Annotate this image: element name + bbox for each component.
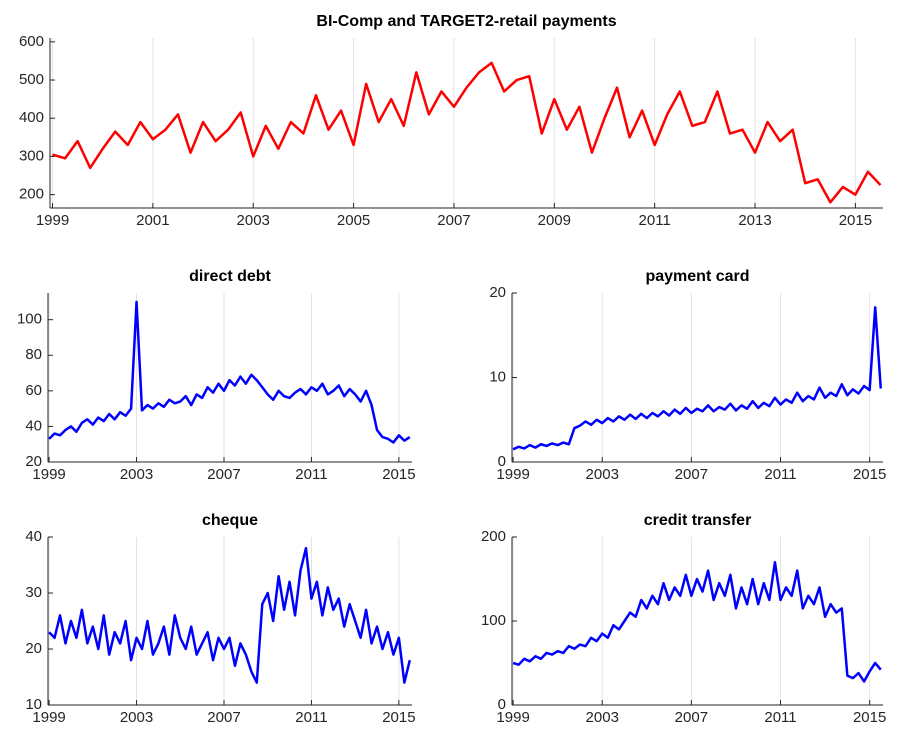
x-tick-label: 1999 bbox=[496, 466, 529, 483]
y-tick-label: 80 bbox=[25, 346, 42, 363]
x-tick-label: 2009 bbox=[538, 212, 571, 229]
x-tick-label: 1999 bbox=[32, 709, 65, 726]
chart-title: credit transfer bbox=[644, 512, 752, 529]
data-line bbox=[512, 560, 882, 683]
y-tick-label: 200 bbox=[481, 528, 506, 545]
y-tick-label: 60 bbox=[25, 382, 42, 399]
y-tick-label: 100 bbox=[17, 311, 42, 328]
chart-title: cheque bbox=[202, 512, 258, 529]
y-tick-label: 0 bbox=[498, 453, 506, 470]
x-tick-label: 1999 bbox=[496, 709, 529, 726]
x-tick-label: 1999 bbox=[36, 212, 69, 229]
x-tick-label: 2007 bbox=[207, 709, 240, 726]
data-line bbox=[48, 546, 412, 684]
y-tick-label: 30 bbox=[25, 584, 42, 601]
y-tick-label: 400 bbox=[19, 109, 44, 126]
x-tick-label: 2007 bbox=[437, 212, 470, 229]
y-tick-label: 40 bbox=[25, 528, 42, 545]
x-tick-label: 2011 bbox=[639, 212, 671, 229]
chart-title: direct debt bbox=[189, 268, 271, 285]
x-tick-label: 2007 bbox=[675, 466, 708, 483]
chart-title: payment card bbox=[645, 268, 749, 285]
y-tick-label: 20 bbox=[489, 284, 506, 301]
y-tick-label: 40 bbox=[25, 417, 42, 434]
x-tick-label: 1999 bbox=[32, 466, 65, 483]
x-tick-label: 2015 bbox=[839, 212, 872, 229]
y-tick-label: 10 bbox=[489, 368, 506, 385]
x-tick-label: 2003 bbox=[237, 212, 270, 229]
x-tick-label: 2003 bbox=[120, 466, 153, 483]
y-tick-label: 10 bbox=[25, 696, 42, 713]
y-tick-label: 600 bbox=[19, 33, 44, 50]
x-tick-label: 2001 bbox=[136, 212, 169, 229]
y-tick-label: 100 bbox=[481, 612, 506, 629]
x-tick-label: 2003 bbox=[120, 709, 153, 726]
y-tick-label: 0 bbox=[498, 696, 506, 713]
x-tick-label: 2011 bbox=[295, 709, 327, 726]
x-tick-label: 2005 bbox=[337, 212, 370, 229]
chart-title: BI-Comp and TARGET2-retail payments bbox=[316, 13, 616, 30]
x-tick-label: 2003 bbox=[586, 466, 619, 483]
y-tick-label: 300 bbox=[19, 147, 44, 164]
x-tick-label: 2015 bbox=[853, 709, 886, 726]
data-line bbox=[48, 300, 411, 444]
x-tick-label: 2011 bbox=[764, 709, 796, 726]
data-line bbox=[512, 306, 883, 451]
y-tick-label: 500 bbox=[19, 71, 44, 88]
data-line bbox=[52, 61, 882, 204]
x-tick-label: 2015 bbox=[382, 466, 415, 483]
x-tick-label: 2011 bbox=[295, 466, 327, 483]
y-tick-label: 20 bbox=[25, 453, 42, 470]
x-tick-label: 2011 bbox=[764, 466, 796, 483]
x-tick-label: 2007 bbox=[207, 466, 240, 483]
x-tick-label: 2013 bbox=[738, 212, 771, 229]
x-tick-label: 2003 bbox=[586, 709, 619, 726]
x-tick-label: 2015 bbox=[853, 466, 886, 483]
x-tick-label: 2007 bbox=[675, 709, 708, 726]
x-tick-label: 2015 bbox=[382, 709, 415, 726]
y-tick-label: 20 bbox=[25, 640, 42, 657]
y-tick-label: 200 bbox=[19, 186, 44, 203]
